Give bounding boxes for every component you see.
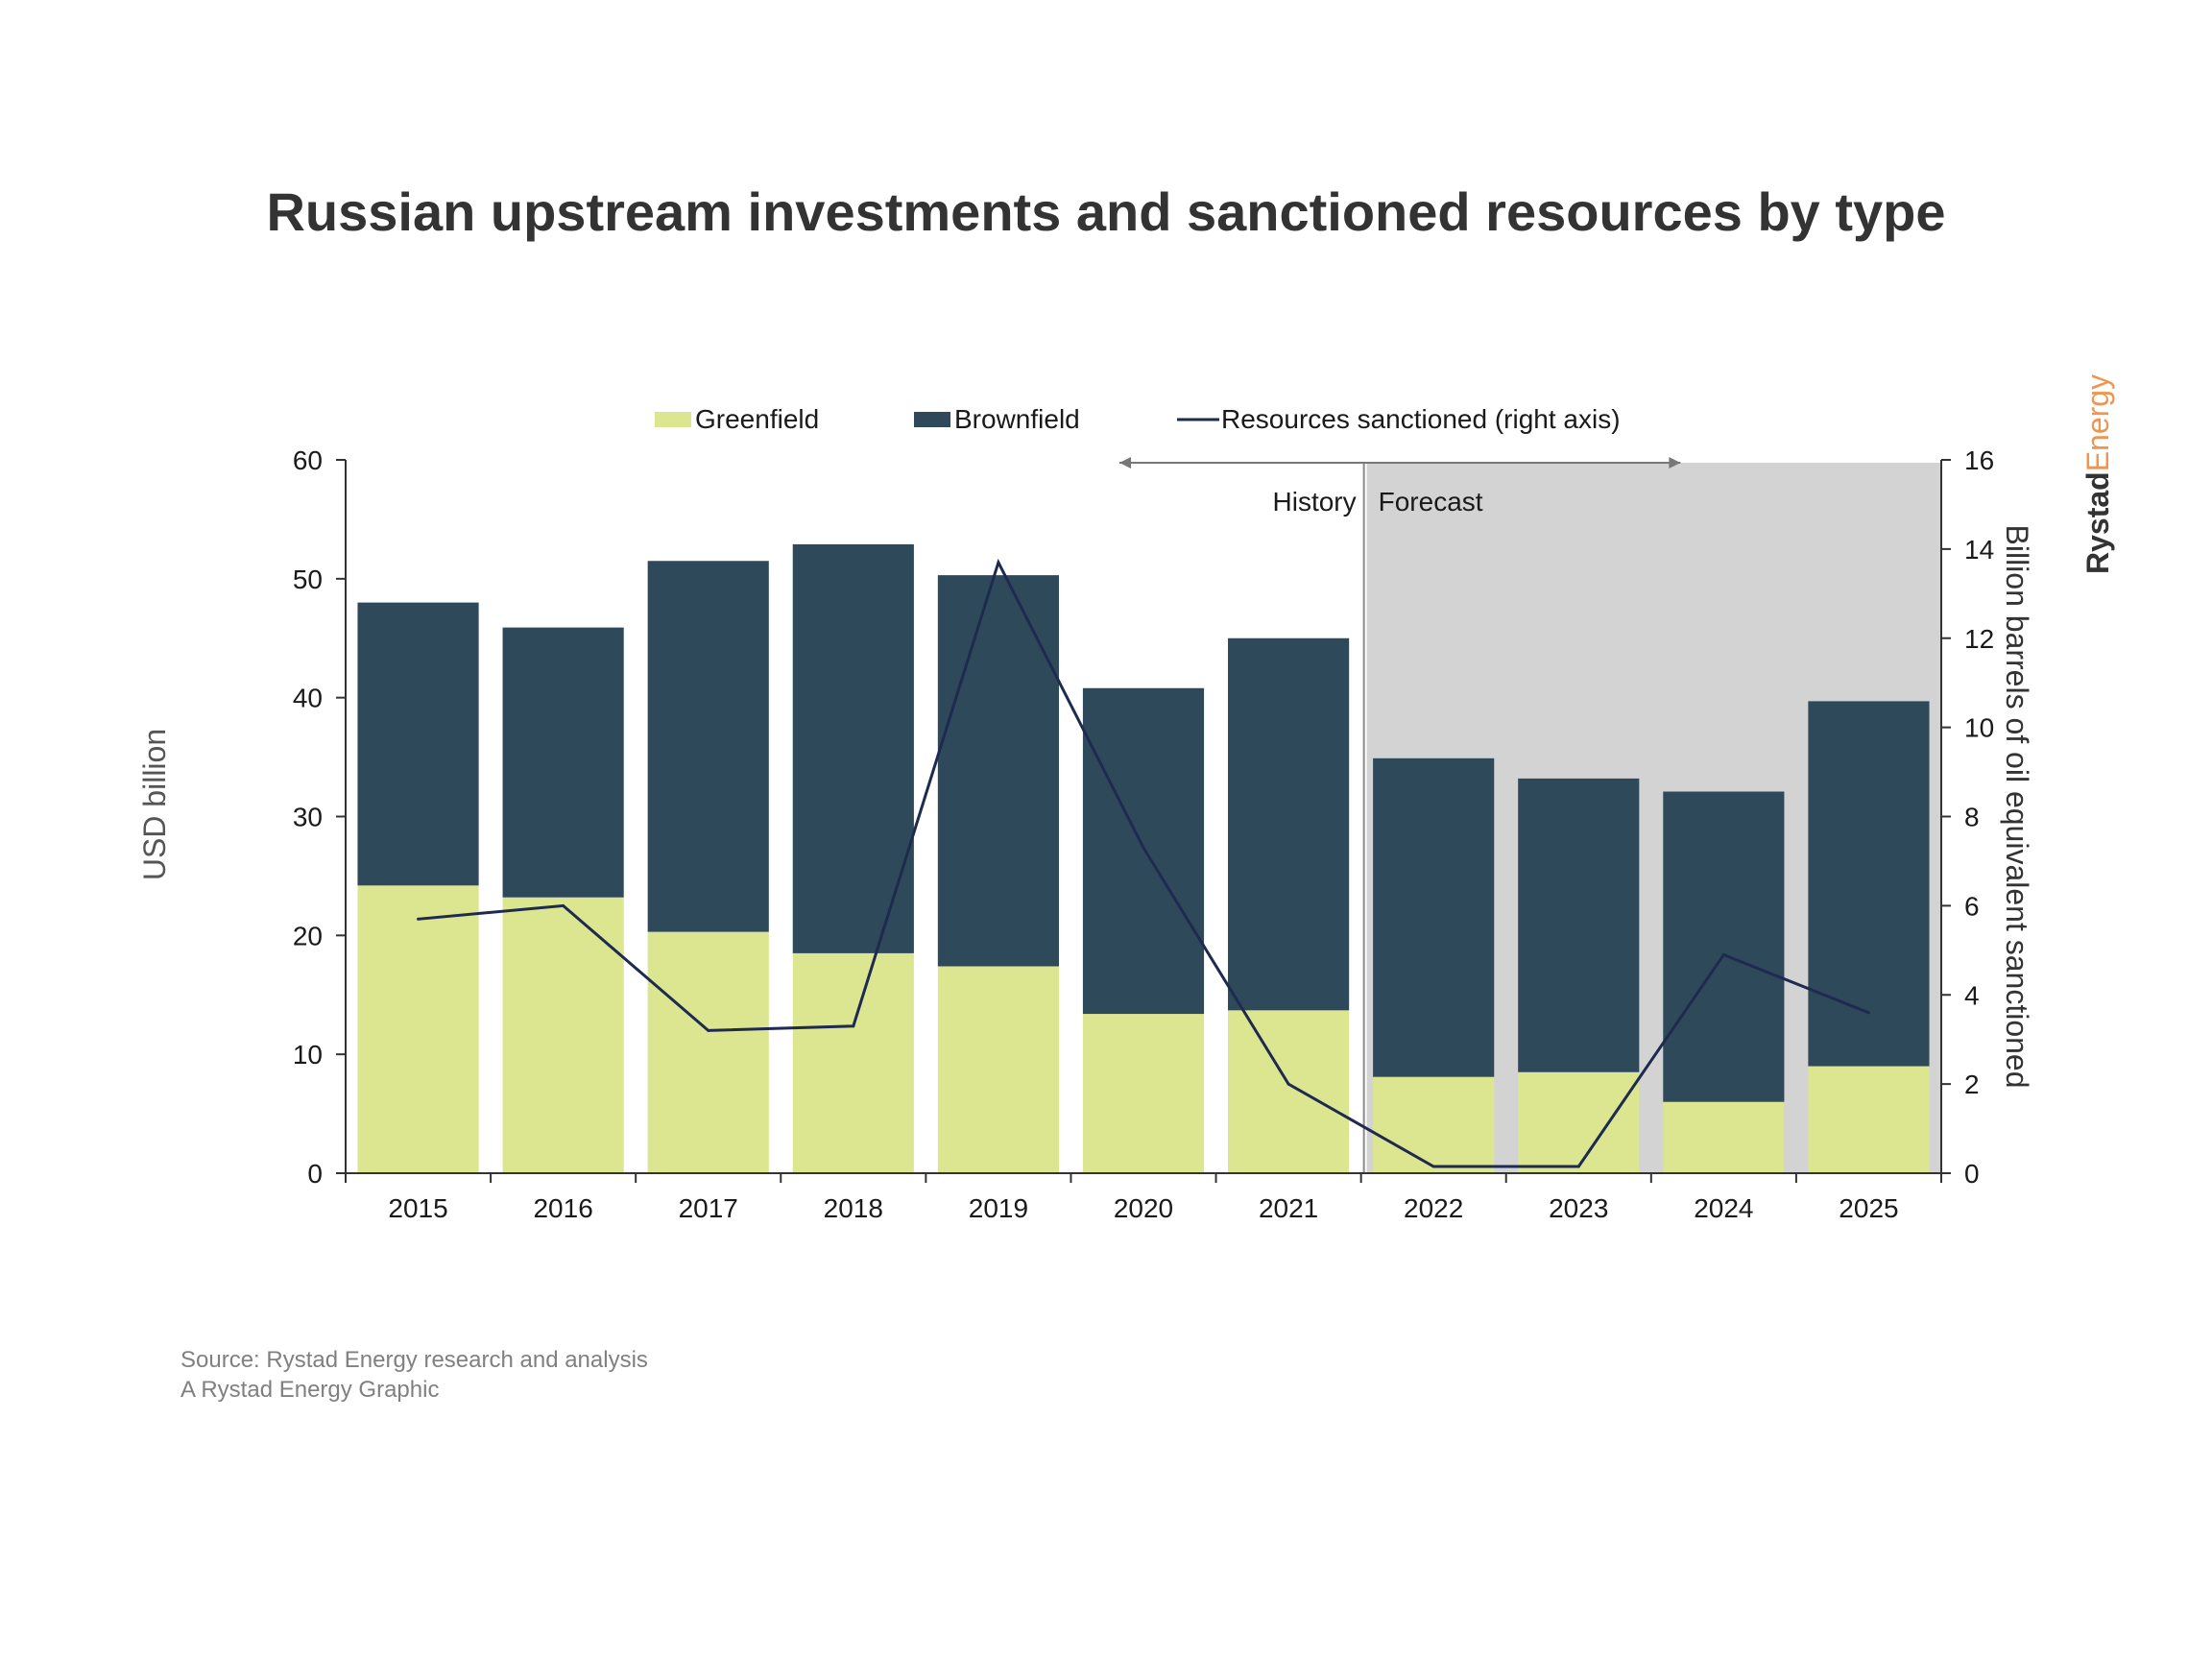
line-point-2016: [562, 903, 565, 907]
line-point-2018: [852, 1024, 855, 1028]
line-point-2019: [997, 561, 1000, 565]
bar-greenfield-2024: [1663, 1101, 1785, 1173]
legend-brownfield-swatch: [914, 412, 950, 427]
y-right-tick-label-4: 4: [1964, 980, 1980, 1010]
bar-brownfield-2018: [792, 543, 914, 953]
x-tick-label-2015: 2015: [388, 1193, 447, 1223]
bar-greenfield-2023: [1518, 1071, 1640, 1173]
line-point-2021: [1286, 1082, 1290, 1086]
y-tick-label-40: 40: [293, 684, 323, 713]
source-line-1: Source: Rystad Energy research and analy…: [180, 1347, 648, 1373]
bar-greenfield-2021: [1228, 1010, 1350, 1173]
y-tick-label-20: 20: [293, 921, 323, 950]
left-axis-ticks: 0 10 20 30 40 50 60: [293, 445, 346, 1189]
bar-brownfield-2020: [1082, 687, 1205, 1015]
bar-brownfield-2025: [1808, 701, 1930, 1067]
x-tick-label-2016: 2016: [533, 1193, 592, 1223]
bar-greenfield-2017: [647, 931, 769, 1173]
y-axis-right-title: Billion barrels of oil equivalent sancti…: [2000, 524, 2034, 1088]
legend-greenfield-swatch: [655, 412, 691, 427]
chart-title: Russian upstream investments and sanctio…: [266, 181, 1945, 242]
bars-group: [357, 543, 1930, 1173]
y-tick-label-10: 10: [293, 1040, 323, 1070]
bar-brownfield-2023: [1518, 778, 1640, 1072]
line-points-group: [417, 561, 1870, 1168]
x-tick-label-2017: 2017: [679, 1193, 738, 1223]
bar-brownfield-2019: [937, 575, 1059, 967]
line-point-2017: [707, 1028, 710, 1032]
y-right-tick-label-8: 8: [1964, 803, 1980, 832]
bar-greenfield-2018: [792, 952, 914, 1173]
rystad-energy-logo: RystadEnergy: [2080, 374, 2115, 574]
legend-line-label: Resources sanctioned (right axis): [1221, 404, 1621, 434]
brand-energy: Energy: [2080, 374, 2115, 471]
y-right-tick-label-0: 0: [1964, 1159, 1980, 1189]
bar-brownfield-2022: [1373, 757, 1495, 1077]
history-label: History: [1273, 487, 1357, 517]
line-point-2022: [1431, 1165, 1435, 1168]
bar-greenfield-2022: [1373, 1076, 1495, 1173]
legend: Greenfield Brownfield Resources sanction…: [655, 404, 1621, 434]
x-tick-label-2023: 2023: [1549, 1193, 1608, 1223]
legend-greenfield-label: Greenfield: [695, 404, 819, 434]
period-arrows: [1119, 457, 1681, 469]
right-axis-ticks: 0 2 4 6 8 10 12 14 16: [1941, 445, 1994, 1189]
history-arrow-head: [1119, 457, 1131, 469]
y-tick-label-60: 60: [293, 445, 323, 475]
forecast-label: Forecast: [1379, 487, 1483, 517]
y-right-tick-label-2: 2: [1964, 1070, 1980, 1099]
svg-text:RystadEnergy: RystadEnergy: [2080, 374, 2115, 574]
x-axis-ticks: 2015 2016 2017 2018 2019 2020 2021 2022 2023 2024…: [345, 1173, 1942, 1223]
bar-greenfield-2025: [1808, 1066, 1930, 1173]
y-axis-title: USD billion: [137, 729, 172, 880]
x-tick-label-2024: 2024: [1694, 1193, 1753, 1223]
bar-greenfield-2016: [502, 897, 624, 1173]
line-point-2025: [1866, 1011, 1870, 1015]
bar-brownfield-2016: [502, 627, 624, 898]
y-tick-label-50: 50: [293, 565, 323, 594]
line-point-2020: [1142, 846, 1145, 850]
x-tick-label-2018: 2018: [824, 1193, 883, 1223]
x-tick-label-2019: 2019: [969, 1193, 1028, 1223]
bar-brownfield-2015: [357, 602, 479, 886]
y-right-tick-label-14: 14: [1964, 535, 1994, 565]
x-tick-label-2020: 2020: [1114, 1193, 1173, 1223]
y-right-tick-label-10: 10: [1964, 713, 1994, 743]
x-tick-label-2022: 2022: [1404, 1193, 1463, 1223]
legend-brownfield-label: Brownfield: [954, 404, 1080, 434]
brand-rystad: Rystad: [2080, 471, 2115, 574]
y-tick-label-30: 30: [293, 803, 323, 832]
source-line-2: A Rystad Energy Graphic: [180, 1377, 439, 1403]
y-right-tick-label-6: 6: [1964, 891, 1980, 921]
bar-greenfield-2019: [937, 966, 1059, 1173]
line-point-2024: [1721, 952, 1725, 956]
forecast-arrow-head: [1669, 457, 1681, 469]
bar-greenfield-2020: [1082, 1014, 1205, 1173]
line-point-2023: [1576, 1165, 1580, 1168]
bar-brownfield-2024: [1663, 791, 1785, 1102]
y-tick-label-0: 0: [307, 1159, 323, 1189]
x-tick-label-2021: 2021: [1259, 1193, 1318, 1223]
y-right-tick-label-12: 12: [1964, 624, 1994, 654]
bar-brownfield-2017: [647, 561, 769, 932]
x-tick-label-2025: 2025: [1839, 1193, 1898, 1223]
line-point-2015: [417, 917, 421, 921]
y-right-tick-label-16: 16: [1964, 445, 1994, 475]
bar-brownfield-2021: [1228, 637, 1350, 1011]
bar-greenfield-2015: [357, 885, 479, 1173]
